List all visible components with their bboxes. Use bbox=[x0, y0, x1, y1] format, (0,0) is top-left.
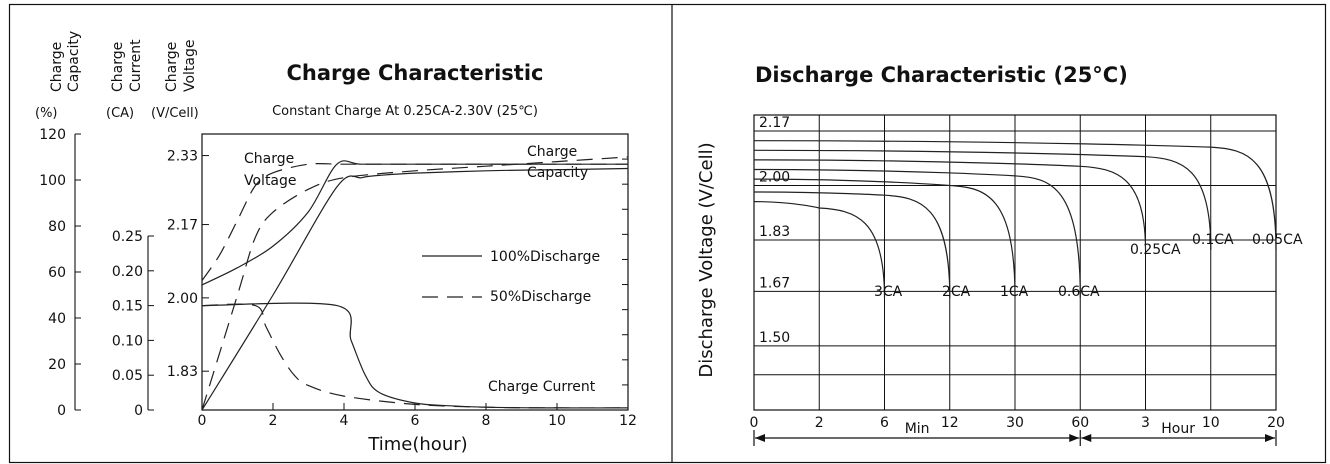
capacity-tick-label: 20 bbox=[48, 357, 66, 373]
discharge-x-tick-label: 3 bbox=[1141, 415, 1150, 431]
range-arrowhead bbox=[755, 434, 765, 442]
capacity-curve-dashed bbox=[201, 156, 629, 411]
discharge-curve-3CA bbox=[753, 201, 886, 298]
charge-x-tick-label: 12 bbox=[619, 413, 637, 429]
discharge-y-tick-label: 1.83 bbox=[759, 224, 790, 240]
legend-100-discharge: 100%Discharge bbox=[490, 249, 600, 265]
current-curve-dashed bbox=[201, 303, 629, 409]
current-curve-solid bbox=[201, 302, 629, 409]
capacity-heading-line2: Capacity bbox=[66, 31, 82, 92]
charge-x-tick-label: 0 bbox=[198, 413, 207, 429]
charge-x-tick-label: 2 bbox=[269, 413, 278, 429]
charge-chart: Charge Characteristic Constant Charge At… bbox=[35, 31, 637, 455]
x-group-label-hour: Hour bbox=[1161, 421, 1195, 437]
voltage-tick-label: 2.17 bbox=[167, 218, 198, 234]
current-tick-label: 0.20 bbox=[112, 264, 143, 280]
discharge-x-tick-label: 2 bbox=[815, 415, 824, 431]
discharge-x-tick-label: 12 bbox=[941, 415, 959, 431]
discharge-y-axis-title: Discharge Voltage (V/Cell) bbox=[696, 142, 717, 377]
discharge-x-axis: 0 2 6 12 30 60 3 10 20 Min Hour bbox=[750, 415, 1285, 446]
discharge-x-tick-label: 0 bbox=[750, 415, 759, 431]
current-tick-label: 0.25 bbox=[112, 229, 143, 245]
discharge-curve-label: 0.6CA bbox=[1058, 284, 1100, 300]
discharge-curve-1CA bbox=[753, 178, 1016, 298]
discharge-chart-title: Discharge Characteristic (25°C) bbox=[755, 63, 1128, 87]
discharge-curve-label: 0.25CA bbox=[1130, 242, 1181, 258]
discharge-curve-0.25CA bbox=[753, 159, 1147, 250]
discharge-grid: 2.17 2.00 1.83 1.67 1.50 bbox=[753, 114, 1277, 411]
discharge-curve-0.6CA bbox=[753, 168, 1081, 298]
voltage-tick-label: 2.00 bbox=[167, 291, 198, 307]
capacity-curve-solid bbox=[201, 167, 629, 411]
capacity-heading-line1: Charge bbox=[49, 42, 65, 92]
charge-chart-title: Charge Characteristic bbox=[286, 61, 543, 85]
discharge-curve-label: 0.05CA bbox=[1252, 232, 1303, 248]
capacity-unit: (%) bbox=[35, 106, 58, 121]
charge-capacity-label-1: Charge bbox=[527, 144, 577, 160]
charge-x-tick-label: 6 bbox=[411, 413, 420, 429]
current-tick-label: 0 bbox=[134, 403, 143, 419]
charge-x-tick-label: 8 bbox=[482, 413, 491, 429]
discharge-curve-label: 2CA bbox=[942, 284, 971, 300]
discharge-y-tick-label: 2.17 bbox=[759, 115, 790, 131]
charge-current-label: Charge Current bbox=[488, 379, 596, 395]
legend-50-discharge: 50%Discharge bbox=[490, 289, 591, 305]
current-tick-label: 0.10 bbox=[112, 333, 143, 349]
capacity-tick-label: 80 bbox=[48, 219, 66, 235]
range-arrowhead bbox=[1069, 434, 1080, 442]
range-arrowhead bbox=[1081, 434, 1092, 442]
discharge-curve-0.05CA bbox=[753, 140, 1277, 250]
discharge-x-tick-label: 60 bbox=[1071, 415, 1089, 431]
discharge-x-tick-label: 10 bbox=[1202, 415, 1220, 431]
voltage-heading-line2: Voltage bbox=[182, 39, 198, 92]
x-group-label-min: Min bbox=[905, 421, 930, 437]
current-tick-label: 0.15 bbox=[112, 299, 143, 315]
discharge-curve-0.1CA bbox=[753, 149, 1212, 250]
capacity-tick-label: 0 bbox=[57, 403, 66, 419]
charge-voltage-label-2: Voltage bbox=[244, 173, 297, 189]
current-tick-label: 0.05 bbox=[112, 368, 143, 384]
current-heading-line1: Charge bbox=[110, 42, 126, 92]
charge-x-tick-label: 10 bbox=[548, 413, 566, 429]
discharge-y-tick-label: 2.00 bbox=[759, 170, 790, 186]
capacity-tick-label: 40 bbox=[48, 311, 66, 327]
voltage-curve-dashed bbox=[201, 162, 628, 281]
discharge-curve-label: 0.1CA bbox=[1192, 232, 1234, 248]
voltage-unit: (V/Cell) bbox=[151, 106, 199, 121]
capacity-tick-label: 100 bbox=[39, 173, 66, 189]
discharge-curve-label: 1CA bbox=[1000, 284, 1029, 300]
discharge-x-tick-label: 30 bbox=[1006, 415, 1024, 431]
voltage-heading-line1: Charge bbox=[164, 42, 180, 92]
current-heading-line2: Current bbox=[128, 39, 144, 92]
range-arrowhead bbox=[1265, 434, 1275, 442]
charge-series bbox=[201, 156, 629, 411]
discharge-curve-2CA bbox=[753, 191, 951, 298]
charge-x-tick-label: 4 bbox=[340, 413, 349, 429]
charge-x-axis-title: Time(hour) bbox=[367, 434, 467, 455]
discharge-chart: Discharge Characteristic (25°C) Discharg… bbox=[696, 63, 1303, 446]
discharge-x-tick-label: 6 bbox=[880, 415, 889, 431]
charge-voltage-label-1: Charge bbox=[244, 151, 294, 167]
current-unit: (CA) bbox=[106, 106, 134, 121]
voltage-tick-label: 2.33 bbox=[167, 149, 198, 165]
voltage-tick-label: 1.83 bbox=[167, 364, 198, 380]
discharge-y-tick-label: 1.50 bbox=[759, 330, 790, 346]
discharge-x-tick-label: 20 bbox=[1267, 415, 1285, 431]
discharge-series: 3CA 2CA 1CA 0.6CA 0.25CA 0.1CA 0.05CA bbox=[753, 140, 1303, 300]
chart-frame bbox=[8, 3, 1327, 464]
charge-capacity-label-2: Capacity bbox=[527, 165, 588, 181]
charge-chart-subtitle: Constant Charge At 0.25CA-2.30V (25℃) bbox=[272, 104, 538, 119]
capacity-tick-label: 120 bbox=[39, 127, 66, 143]
discharge-curve-label: 3CA bbox=[874, 284, 903, 300]
capacity-tick-label: 60 bbox=[48, 265, 66, 281]
charge-axes: 02040608010012000.050.100.150.200.251.83… bbox=[39, 127, 637, 429]
discharge-y-tick-label: 1.67 bbox=[759, 275, 790, 291]
